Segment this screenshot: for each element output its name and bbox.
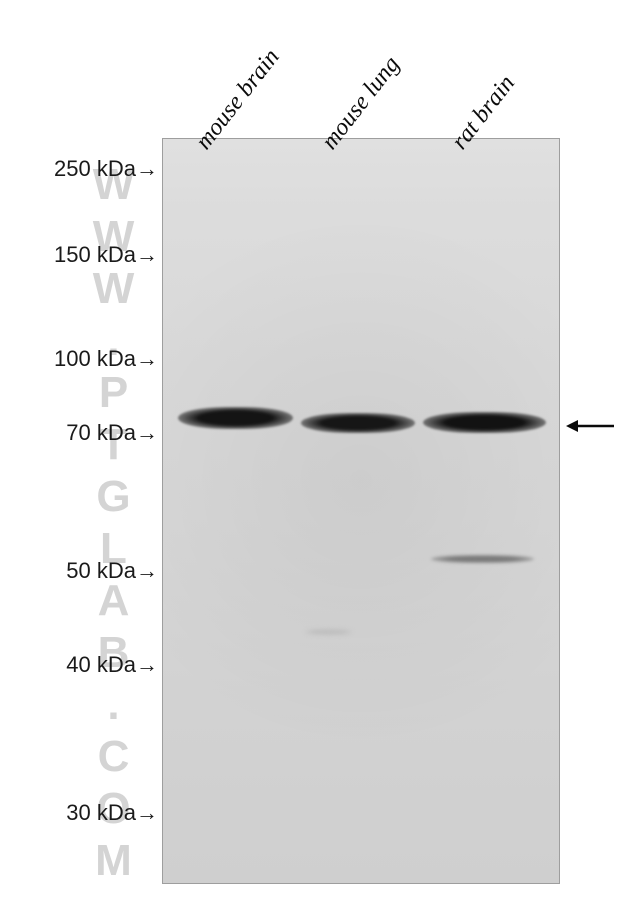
mw-marker-label: 30 kDa→ <box>0 800 158 826</box>
target-band-arrow-icon <box>564 416 616 436</box>
mw-marker-label: 50 kDa→ <box>0 558 158 584</box>
mw-marker-label: 70 kDa→ <box>0 420 158 446</box>
mw-marker-label: 150 kDa→ <box>0 242 158 268</box>
watermark-text: WWW.PTGLAB.COM <box>88 160 138 888</box>
mw-marker-label: 40 kDa→ <box>0 652 158 678</box>
mw-marker-label: 250 kDa→ <box>0 156 158 182</box>
western-blot-membrane <box>162 138 560 884</box>
blot-background <box>163 139 559 883</box>
blot-figure: { "figure": { "background_color": "#ffff… <box>0 0 630 903</box>
mw-marker-label: 100 kDa→ <box>0 346 158 372</box>
